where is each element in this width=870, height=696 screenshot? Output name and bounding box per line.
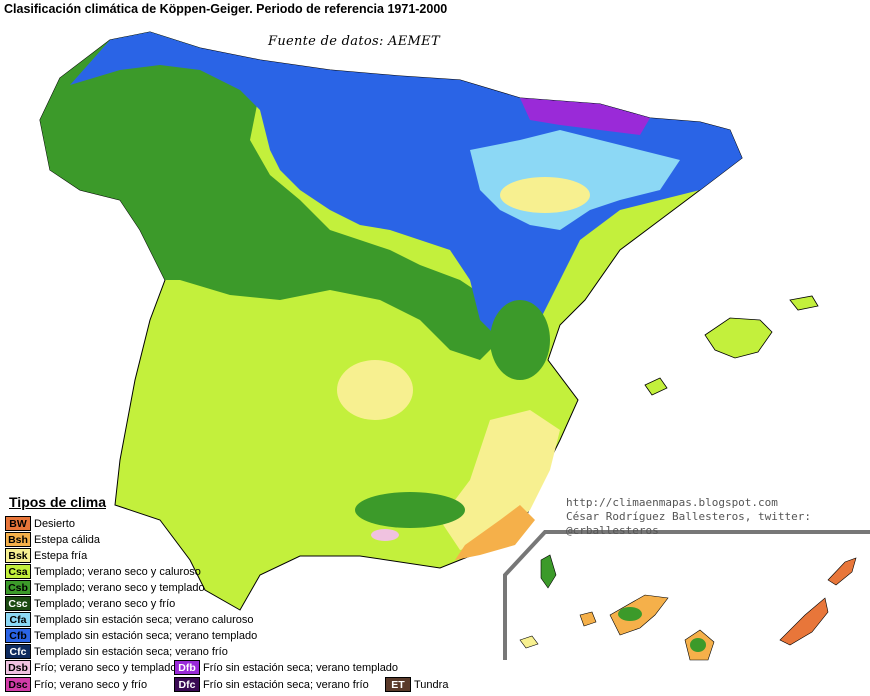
legend-swatch: Csa [5, 564, 31, 579]
credits-url[interactable]: http://climaenmapas.blogspot.com [566, 496, 778, 509]
island-ibiza [644, 377, 668, 396]
legend-swatch: Csc [5, 596, 31, 611]
region-bsk-ebro [500, 177, 590, 213]
tenerife-inner [618, 607, 642, 621]
legend-label: Templado sin estación seca; verano frío [34, 645, 228, 658]
legend-swatch: Dfb [174, 660, 200, 675]
island-el-hierro [519, 635, 539, 649]
region-bsk-mancha [337, 360, 413, 420]
credits: http://climaenmapas.blogspot.com César R… [566, 496, 870, 538]
data-source: Fuente de datos: AEMET [268, 34, 440, 49]
legend-item-bw: BW Desierto [5, 516, 75, 531]
legend-label: Frío sin estación seca; verano frío [203, 678, 369, 691]
legend-item-dsc: Dsc Frío; verano seco y frío [5, 677, 147, 692]
legend-label: Estepa cálida [34, 533, 101, 546]
legend-swatch: Bsk [5, 548, 31, 563]
legend-label: Templado sin estación seca; verano calur… [34, 613, 254, 626]
legend-label: Frío; verano seco y templado [34, 661, 177, 674]
island-mallorca [704, 317, 773, 359]
legend-item-dfb: Dfb Frío sin estación seca; verano templa… [174, 660, 398, 675]
legend-item-csb: Csb Templado; verano seco y templado [5, 580, 205, 595]
legend-item-dsb: Dsb Frío; verano seco y templado [5, 660, 176, 675]
legend-swatch: ET [385, 677, 411, 692]
legend-swatch: Cfa [5, 612, 31, 627]
island-fuerteventura [779, 597, 829, 646]
legend-item-csa: Csa Templado; verano seco y caluroso [5, 564, 201, 579]
island-gomera [579, 611, 597, 627]
legend-label: Frío; verano seco y frío [34, 678, 148, 691]
legend-swatch: Dfc [174, 677, 200, 692]
legend-label: Desierto [34, 517, 75, 530]
region-csb-iberico [490, 300, 550, 380]
legend-item-bsk: Bsk Estepa fría [5, 548, 87, 563]
legend-item-et: ET Tundra [385, 677, 448, 692]
legend-swatch: Bsh [5, 532, 31, 547]
region-csb-betica [355, 492, 465, 528]
legend-label: Templado; verano seco y caluroso [34, 565, 201, 578]
legend-label: Estepa fría [34, 549, 88, 562]
legend-title: Tipos de clima [9, 494, 106, 510]
legend-swatch: BW [5, 516, 31, 531]
legend-swatch: Dsc [5, 677, 31, 692]
legend-label: Tundra [414, 678, 449, 691]
region-dsb-nevada [371, 529, 399, 541]
island-lanzarote [827, 557, 857, 586]
legend-item-bsh: Bsh Estepa cálida [5, 532, 100, 547]
grancanaria-inner [690, 638, 706, 652]
legend-label: Templado sin estación seca; verano templ… [34, 629, 258, 642]
legend-label: Templado; verano seco y templado [34, 581, 205, 594]
island-menorca [789, 295, 819, 311]
credits-author: César Rodríguez Ballesteros, twitter: @c… [566, 510, 812, 537]
legend-item-cfc: Cfc Templado sin estación seca; verano fr… [5, 644, 228, 659]
legend-item-dfc: Dfc Frío sin estación seca; verano frío [174, 677, 369, 692]
map-title: Clasificación climática de Köppen-Geiger… [4, 2, 448, 16]
region-csb-northwest [40, 32, 500, 360]
canary-inset-frame [503, 530, 870, 660]
legend-item-cfb: Cfb Templado sin estación seca; verano te… [5, 628, 257, 643]
legend-label: Frío sin estación seca; verano templado [203, 661, 399, 674]
island-la-palma [540, 554, 557, 589]
legend-label: Templado; verano seco y frío [34, 597, 176, 610]
legend-swatch: Dsb [5, 660, 31, 675]
legend-item-csc: Csc Templado; verano seco y frío [5, 596, 175, 611]
legend-swatch: Cfb [5, 628, 31, 643]
legend-swatch: Cfc [5, 644, 31, 659]
legend-swatch: Csb [5, 580, 31, 595]
region-bsh-southeast [455, 505, 535, 560]
region-dfb-pyrenees [520, 98, 650, 135]
legend-item-cfa: Cfa Templado sin estación seca; verano ca… [5, 612, 254, 627]
region-bsk-southeast [440, 410, 560, 550]
